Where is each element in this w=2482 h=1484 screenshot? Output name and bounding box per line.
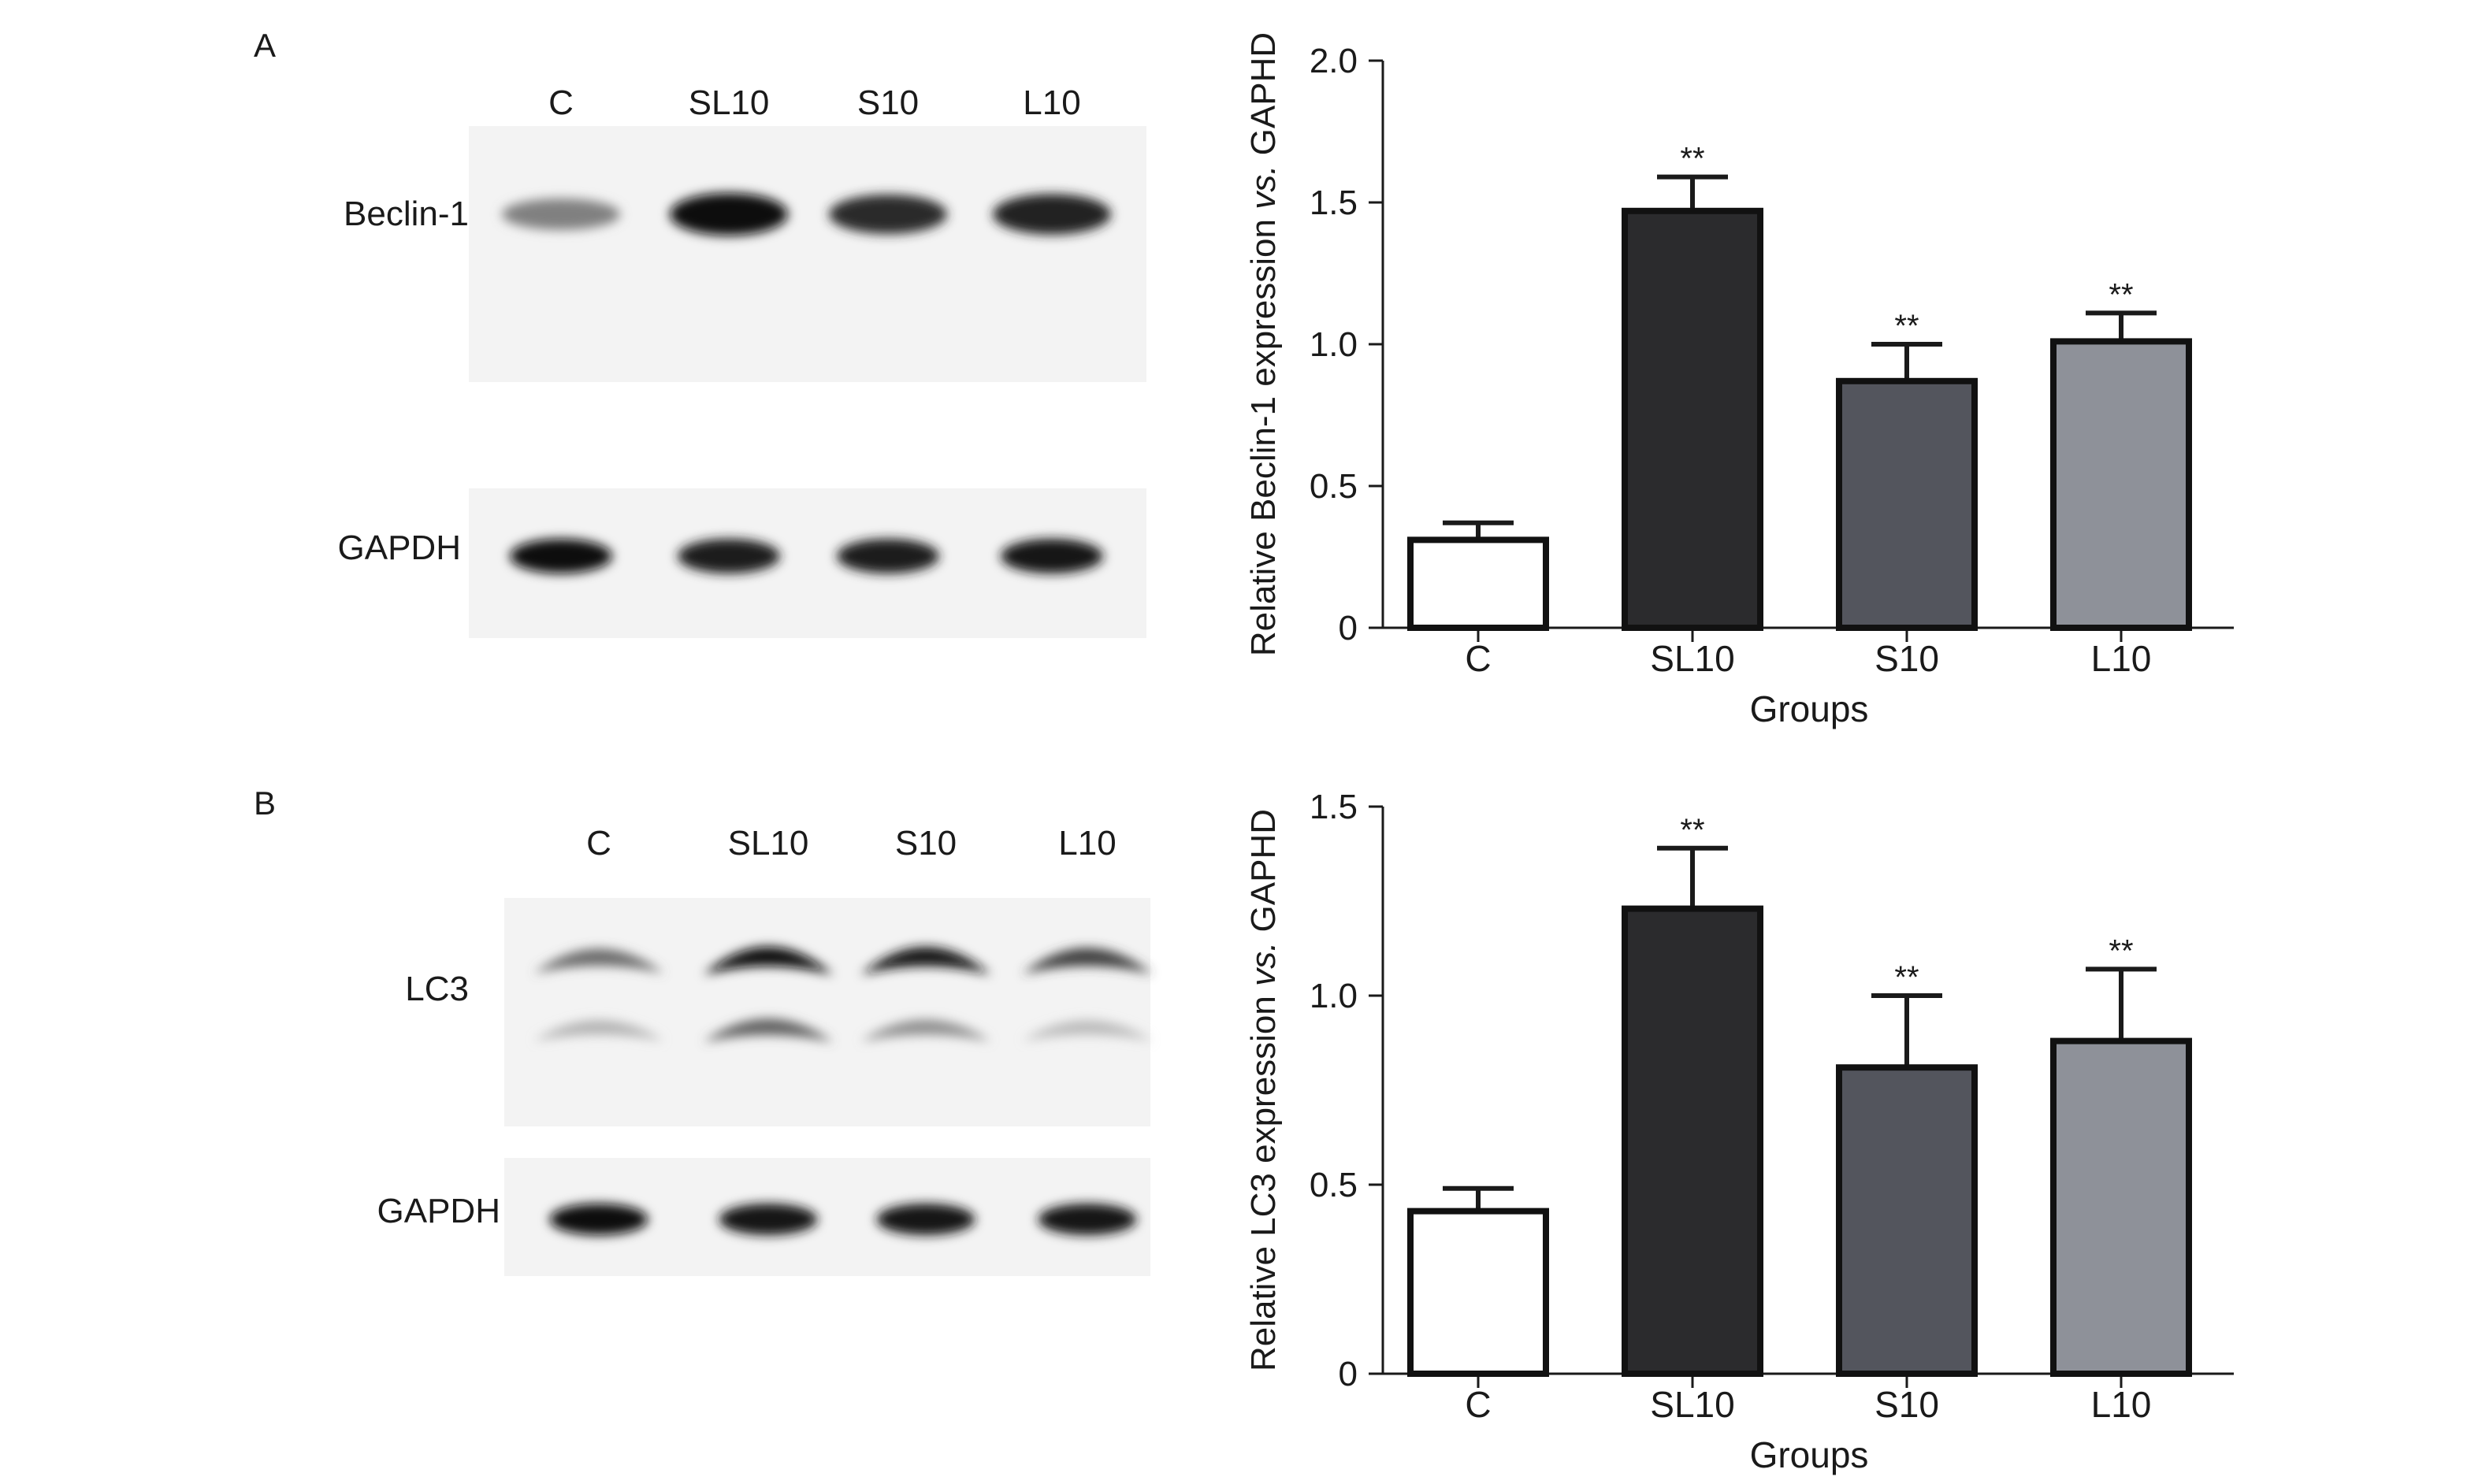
bar <box>1622 905 1763 1377</box>
x-tick-label: C <box>1465 1384 1491 1425</box>
y-axis-title: Relative Beclin-1 expression vs. GAPHD <box>1244 32 1283 656</box>
blot-a-row-label-gapdh: GAPDH <box>338 529 461 567</box>
blot-band <box>678 539 780 573</box>
plot-area: 0 0.5 1.0 1.5 2.0 C SL10 ** S10 ** L10 ** <box>1310 42 2234 679</box>
x-tick-label: S10 <box>1875 638 1939 679</box>
y-axis-title-suffix: GAPHD <box>1244 809 1283 942</box>
x-tick-label: L10 <box>2091 1384 2152 1425</box>
y-axis-title-suffix: GAPHD <box>1244 32 1283 165</box>
bar <box>1836 1064 1978 1377</box>
blot-band <box>1038 1204 1137 1235</box>
blot-band <box>703 946 834 975</box>
x-tick-label: S10 <box>1875 1384 1939 1425</box>
significance-marker: ** <box>2109 933 2133 968</box>
x-axis-title: Groups <box>1750 688 1869 729</box>
blot-band <box>549 1204 648 1235</box>
blot-band <box>876 1204 975 1235</box>
significance-marker: ** <box>1680 813 1704 848</box>
western-blot-b: C SL10 S10 L10 LC3 GAPDH <box>377 824 1153 1276</box>
blot-b-lane-label: SL10 <box>728 824 809 863</box>
blot-band <box>703 1018 834 1042</box>
y-axis-title: Relative LC3 expression vs. GAPHD <box>1244 809 1283 1371</box>
blot-band <box>1022 948 1153 974</box>
y-tick-label: 1.0 <box>1310 325 1358 364</box>
y-tick-label: 0 <box>1339 609 1358 647</box>
x-tick-label: SL10 <box>1650 638 1734 679</box>
blot-b-membrane-top <box>504 898 1150 1126</box>
blot-b-lane-label: S10 <box>895 824 957 863</box>
blot-b-lane-label: L10 <box>1058 824 1116 863</box>
blot-band <box>1001 539 1103 573</box>
x-tick-label: SL10 <box>1650 1384 1734 1425</box>
x-tick-label: C <box>1465 638 1491 679</box>
bar <box>2050 338 2192 631</box>
y-tick-label: 1.5 <box>1310 184 1358 222</box>
significance-marker: ** <box>1894 960 1919 995</box>
blot-band <box>993 194 1111 235</box>
blot-b-row-label-lc3: LC3 <box>405 970 469 1008</box>
y-axis-title-prefix: Relative Beclin-1 expression <box>1244 210 1283 656</box>
blot-band <box>860 947 991 975</box>
blot-a-bands <box>502 193 1111 573</box>
significance-marker: ** <box>1680 142 1704 176</box>
y-tick-label: 1.5 <box>1310 788 1358 826</box>
blot-a-row-label-beclin1: Beclin-1 <box>344 195 469 233</box>
blot-band <box>533 1020 664 1041</box>
bar <box>1407 536 1549 632</box>
blot-band <box>837 539 939 573</box>
y-tick-label: 2.0 <box>1310 42 1358 80</box>
bar-chart-lc3: Relative LC3 expression vs. GAPHD Groups… <box>1244 788 2234 1475</box>
blot-band <box>829 194 947 235</box>
blot-b-bands <box>533 946 1153 1235</box>
bar <box>1407 1208 1549 1377</box>
panel-letter-b: B <box>254 785 276 822</box>
blot-band <box>533 948 664 974</box>
blot-b-lane-label: C <box>586 824 611 863</box>
y-tick-label: 0.5 <box>1310 1166 1358 1204</box>
blot-band <box>670 193 788 236</box>
blot-band <box>860 1019 991 1042</box>
y-tick-label: 0 <box>1339 1355 1358 1393</box>
y-axis-title-prefix: Relative LC3 expression <box>1244 986 1283 1371</box>
y-tick-label: 1.0 <box>1310 977 1358 1015</box>
bar <box>1622 207 1763 631</box>
significance-marker: ** <box>1894 309 1919 343</box>
y-axis-title-italic: vs. <box>1244 165 1283 210</box>
blot-band <box>719 1204 818 1235</box>
blot-band <box>510 539 612 573</box>
bar <box>1836 377 1978 631</box>
western-blot-a: C SL10 S10 L10 Beclin-1 GAPDH <box>338 83 1146 638</box>
significance-marker: ** <box>2109 277 2133 312</box>
blot-band <box>1022 1020 1153 1041</box>
x-axis-title: Groups <box>1750 1434 1869 1475</box>
y-axis-title-italic: vs. <box>1244 942 1283 986</box>
bar-chart-beclin1: Relative Beclin-1 expression vs. GAPHD G… <box>1244 32 2234 729</box>
blot-a-lane-label: SL10 <box>689 83 770 122</box>
plot-area: 0 0.5 1.0 1.5 C SL10 ** S10 ** L10 ** <box>1310 788 2234 1425</box>
blot-band <box>502 198 620 230</box>
blot-a-lane-label: L10 <box>1023 83 1080 122</box>
blot-a-membrane-top <box>469 126 1146 382</box>
blot-a-lane-label: C <box>548 83 574 122</box>
blot-b-row-label-gapdh: GAPDH <box>377 1192 500 1230</box>
panel-letter-a: A <box>254 27 276 64</box>
y-tick-label: 0.5 <box>1310 467 1358 506</box>
blot-a-lane-label: S10 <box>857 83 919 122</box>
x-tick-label: L10 <box>2091 638 2152 679</box>
bar <box>2050 1037 2192 1377</box>
